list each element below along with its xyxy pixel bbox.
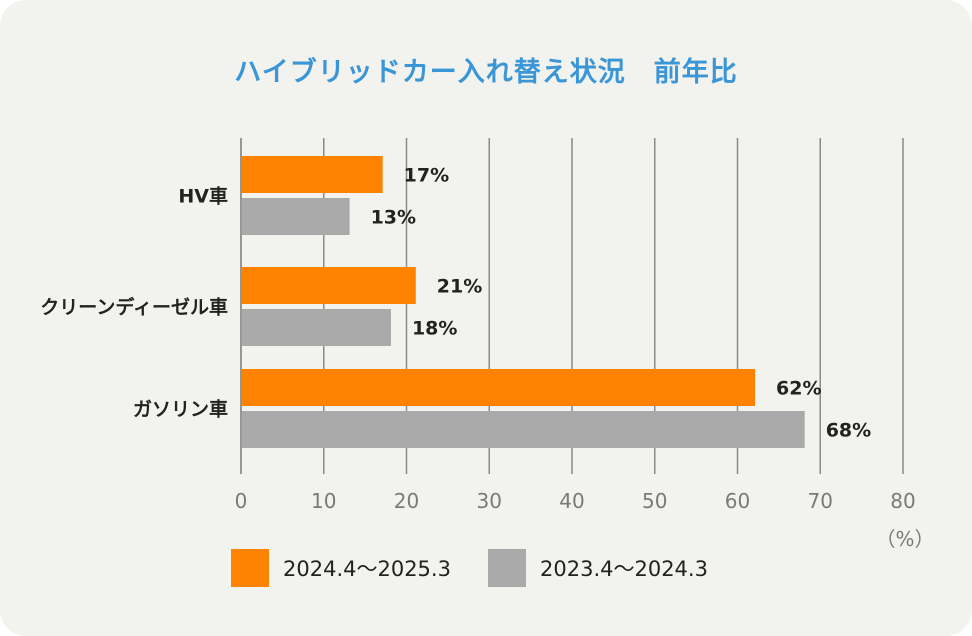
data-label: 13% bbox=[371, 207, 416, 229]
x-tick-label: 60 bbox=[725, 489, 750, 513]
data-label: 68% bbox=[826, 420, 871, 442]
x-tick-label: 0 bbox=[235, 489, 248, 513]
bar bbox=[242, 309, 391, 346]
data-label: 18% bbox=[412, 318, 457, 340]
data-label: 21% bbox=[437, 276, 482, 298]
bar bbox=[242, 198, 350, 235]
legend-item-current: 2024.4～2025.3 bbox=[231, 549, 451, 587]
x-tick-label: 70 bbox=[808, 489, 833, 513]
bar bbox=[242, 267, 416, 304]
bar bbox=[242, 411, 805, 448]
legend-item-previous: 2023.4～2024.3 bbox=[488, 549, 708, 587]
bar bbox=[242, 369, 756, 406]
x-tick-label: 50 bbox=[642, 489, 667, 513]
legend-swatch-current bbox=[231, 549, 269, 587]
category-label: HV車 bbox=[178, 185, 228, 208]
category-label: ガソリン車 bbox=[133, 398, 228, 421]
x-tick-label: 30 bbox=[477, 489, 502, 513]
x-tick-label: 80 bbox=[890, 489, 915, 513]
category-label: クリーンディーゼル車 bbox=[40, 296, 228, 319]
legend-label-current: 2024.4～2025.3 bbox=[283, 557, 451, 581]
bar bbox=[242, 156, 383, 193]
data-label: 17% bbox=[404, 165, 449, 187]
x-tick-label: 40 bbox=[559, 489, 584, 513]
x-tick-label: 20 bbox=[394, 489, 419, 513]
x-tick-label: 10 bbox=[311, 489, 336, 513]
data-label: 62% bbox=[776, 378, 821, 400]
chart-title: ハイブリッドカー入れ替え状況 前年比 bbox=[234, 57, 738, 88]
unit-label: （%） bbox=[875, 527, 934, 551]
legend-label-previous: 2023.4～2024.3 bbox=[540, 557, 708, 581]
legend-swatch-previous bbox=[488, 549, 526, 587]
